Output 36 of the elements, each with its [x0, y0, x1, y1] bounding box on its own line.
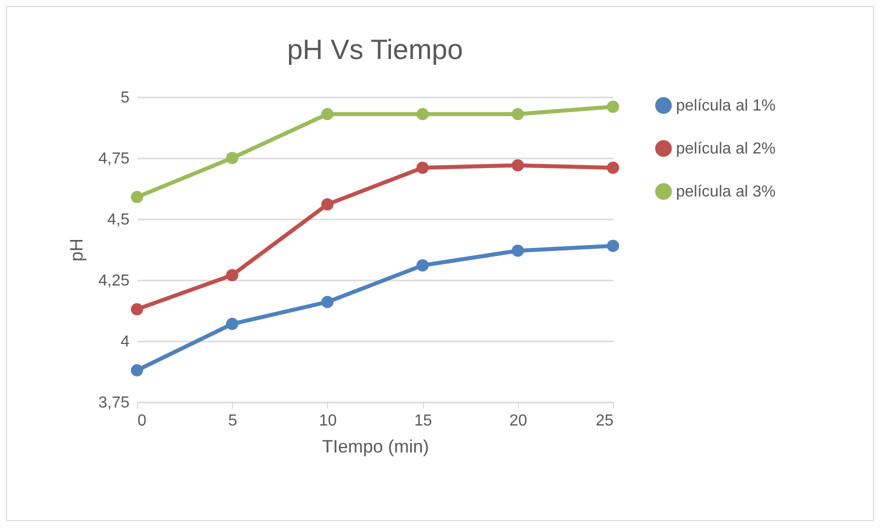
- legend-label: película al 2%: [676, 140, 776, 158]
- x-tick-label: 20: [509, 412, 528, 430]
- point: [130, 303, 144, 316]
- x-tick-label: 5: [228, 412, 238, 430]
- x-axis-title: TIempo (min): [322, 436, 430, 456]
- y-tick-label: 4,75: [98, 150, 130, 168]
- point: [512, 108, 524, 120]
- point: [606, 240, 620, 252]
- point: [512, 244, 524, 257]
- y-axis-title: pH: [66, 238, 86, 262]
- point: [416, 162, 429, 174]
- point: [226, 152, 238, 164]
- point: [321, 108, 334, 120]
- point: [416, 259, 429, 272]
- point: [606, 162, 620, 174]
- point: [512, 159, 524, 172]
- y-tick-label: 5: [120, 90, 130, 106]
- point: [321, 198, 334, 210]
- x-tick-label: 25: [596, 412, 614, 430]
- point: [606, 100, 620, 113]
- y-tick-label: 4,5: [107, 212, 130, 228]
- x-tick-label: 0: [138, 412, 146, 430]
- x-tick-label: 15: [414, 412, 432, 430]
- legend-label: película al 3%: [676, 184, 776, 200]
- x-tick-label: 10: [319, 412, 337, 430]
- y-tick-label: 4,25: [98, 272, 130, 290]
- point: [416, 108, 429, 120]
- point: [130, 364, 144, 376]
- chart-title: pH Vs Tiempo: [287, 34, 463, 65]
- y-tick-label: 4: [120, 334, 130, 350]
- legend-label: película al 1%: [676, 98, 776, 114]
- point: [226, 269, 238, 282]
- point: [321, 296, 334, 308]
- y-tick-label: 3,75: [98, 394, 130, 412]
- point: [130, 190, 144, 204]
- point: [226, 318, 238, 330]
